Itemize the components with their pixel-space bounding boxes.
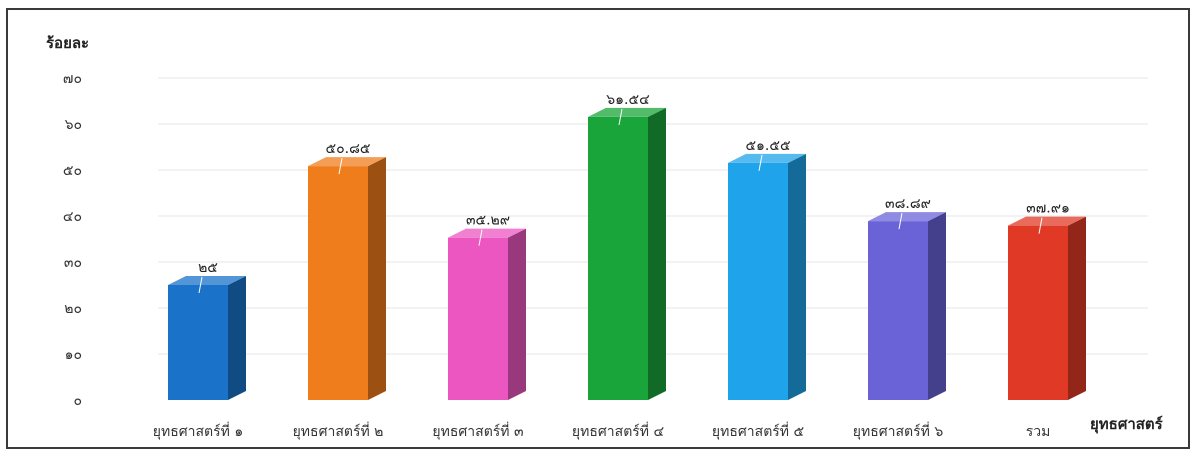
x-tick-label: ยุทธศาสตร์ที่ ๔ <box>572 422 664 440</box>
bar <box>728 153 806 400</box>
y-tick-label: ๔๐ <box>63 209 82 225</box>
bar-side <box>228 276 246 400</box>
bar-top <box>588 107 666 117</box>
bar-top <box>308 157 386 167</box>
bar <box>588 107 666 400</box>
bar-front <box>1008 225 1068 400</box>
label-leader <box>338 157 343 175</box>
y-tick-label: ๗๐ <box>63 71 82 87</box>
label-leader <box>198 276 203 294</box>
y-axis-label: ร้อยละ <box>46 34 89 52</box>
bar-front <box>588 116 648 400</box>
x-tick-label: ยุทธศาสตร์ที่ ๒ <box>293 422 384 440</box>
value-label: ๓๕.๒๙ <box>466 213 510 229</box>
y-tick-label: ๒๐ <box>64 301 82 317</box>
bar-front <box>308 166 368 400</box>
bar-top <box>868 212 946 222</box>
bar-front <box>168 285 228 400</box>
bar-front <box>448 237 508 400</box>
y-tick-label: ๑๐ <box>65 347 82 363</box>
label-leader <box>898 213 903 230</box>
label-leader <box>618 108 623 126</box>
y-tick-label: ๐ <box>73 393 82 409</box>
chart-frame: ๐ ๑๐ ๒๐ ๓๐ ๔๐ ๕๐ ๖๐ ๗๐ ๒๕ ๕๐.๘๕๓๕.๒๙ ๖๑.๕๔๕๑.๕๕๓๘… <box>6 8 1190 449</box>
bar-side <box>928 212 946 400</box>
x-tick-label: รวม <box>1026 424 1051 440</box>
y-tick-label: ๖๐ <box>65 117 82 133</box>
bar-front <box>728 162 788 400</box>
y-tick-label: ๓๐ <box>64 255 82 271</box>
label-leader <box>758 154 763 171</box>
bar <box>308 157 386 400</box>
x-tick-label: ยุทธศาสตร์ที่ ๓ <box>432 422 523 440</box>
x-axis-label: ยุทธศาสตร์ <box>1090 415 1164 434</box>
bar-top <box>728 153 806 163</box>
bar-top <box>448 228 526 238</box>
label-leader <box>1038 217 1043 234</box>
bar-side <box>1068 216 1086 400</box>
value-label: ๖๑.๕๔ <box>606 92 649 108</box>
x-axis-ticks: ยุทธศาสตร์ที่ ๑ ยุทธศาสตร์ที่ ๒ ยุทธศาสตร์… <box>153 422 1051 440</box>
y-tick-label: ๕๐ <box>63 163 82 179</box>
value-label: ๓๗.๙๑ <box>1026 201 1070 217</box>
bar-front <box>868 221 928 400</box>
value-label: ๒๕ <box>198 260 218 276</box>
bar-side <box>648 107 666 400</box>
label-leader <box>478 229 483 246</box>
bar <box>168 276 246 400</box>
bars <box>168 107 1086 400</box>
y-axis-ticks: ๐ ๑๐ ๒๐ ๓๐ ๔๐ ๕๐ ๖๐ ๗๐ <box>63 71 82 409</box>
bar-side <box>508 228 526 400</box>
bar <box>1008 216 1086 400</box>
bar-side <box>788 153 806 400</box>
x-tick-label: ยุทธศาสตร์ที่ ๕ <box>712 422 804 440</box>
bar-side <box>368 157 386 400</box>
x-tick-label: ยุทธศาสตร์ที่ ๖ <box>853 422 944 440</box>
bar-top <box>168 276 246 285</box>
bar <box>448 228 526 400</box>
value-label: ๕๐.๘๕ <box>326 141 371 157</box>
value-label: ๕๑.๕๕ <box>745 138 790 154</box>
bar-top <box>1008 216 1086 226</box>
x-tick-label: ยุทธศาสตร์ที่ ๑ <box>153 422 243 440</box>
value-label: ๓๘.๘๙ <box>885 196 931 212</box>
bar <box>868 212 946 400</box>
